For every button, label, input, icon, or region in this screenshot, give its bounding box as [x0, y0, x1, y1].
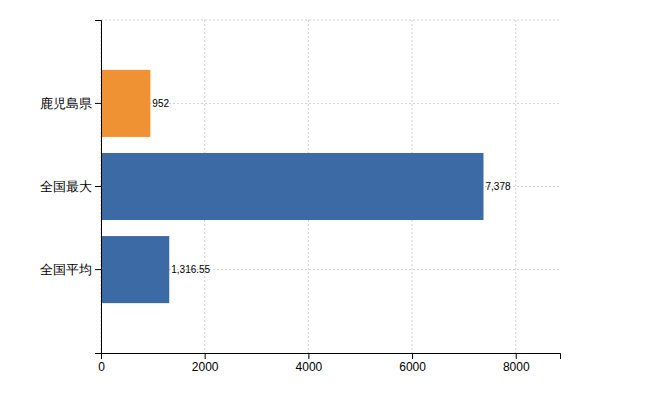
tick: 全国最大	[40, 179, 101, 194]
tick-mark	[412, 353, 413, 359]
y-axis: 鹿児島県全国最大全国平均	[40, 21, 102, 354]
tick-label: 鹿児島県	[40, 96, 92, 111]
x-axis: 0 2000 4000 6000 8000	[98, 353, 560, 374]
tick-mark	[308, 353, 309, 359]
tick-label: 6000	[399, 360, 426, 374]
tick: 全国平均	[40, 262, 101, 277]
tick: 8000	[503, 353, 530, 374]
plot-frame	[101, 20, 560, 21]
axis-line	[95, 21, 102, 354]
grid-line	[101, 103, 560, 104]
tick-label: 2000	[192, 360, 219, 374]
tick: 0	[98, 353, 105, 374]
tick: 6000	[399, 353, 426, 374]
tick-label: 全国平均	[40, 262, 92, 277]
data-label: 1,316.55	[171, 264, 210, 275]
data-label: 7,378	[486, 181, 511, 192]
tick-mark	[516, 353, 517, 359]
tick-label: 4000	[296, 360, 323, 374]
tick-mark	[95, 186, 101, 187]
chart: 952 7,378 1,316.55 0 2000 4000 6000 8000 鹿児島県全国最…	[0, 0, 650, 400]
tick-mark	[95, 103, 101, 104]
bar	[101, 153, 484, 220]
axis-line	[102, 354, 561, 360]
data-labels: 952 7,378 1,316.55	[152, 98, 511, 275]
bar	[101, 70, 150, 137]
tick-label: 8000	[503, 360, 530, 374]
tick: 鹿児島県	[40, 96, 101, 111]
tick-label: 全国最大	[40, 179, 92, 194]
tick: 4000	[296, 353, 323, 374]
grid-line	[101, 269, 560, 270]
grid	[101, 20, 560, 353]
bars	[101, 70, 484, 303]
tick-mark	[205, 353, 206, 359]
bar	[101, 236, 169, 303]
tick-mark	[95, 269, 101, 270]
tick: 2000	[192, 353, 219, 374]
data-label: 952	[152, 98, 169, 109]
grid-line	[515, 20, 516, 353]
tick-label: 0	[98, 360, 105, 374]
